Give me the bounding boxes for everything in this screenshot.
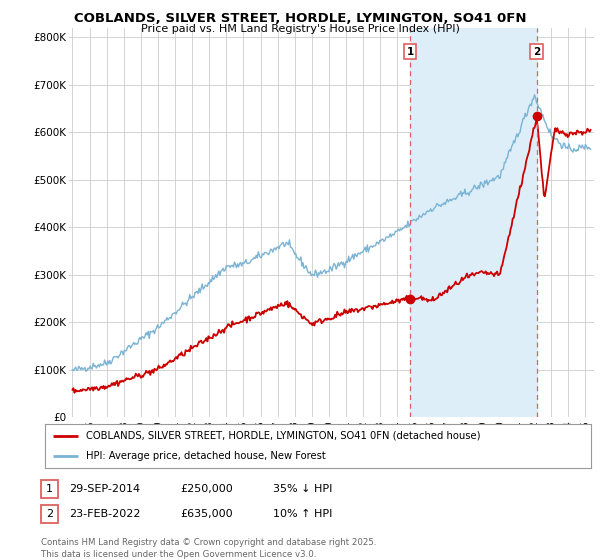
Bar [410,28,537,417]
Text: 2: 2 [46,509,53,519]
Text: 10% ↑ HPI: 10% ↑ HPI [273,509,332,519]
Text: Contains HM Land Registry data © Crown copyright and database right 2025.
This d: Contains HM Land Registry data © Crown c… [41,538,376,559]
Text: 29-SEP-2014: 29-SEP-2014 [69,484,140,494]
Text: COBLANDS, SILVER STREET, HORDLE, LYMINGTON, SO41 0FN: COBLANDS, SILVER STREET, HORDLE, LYMINGT… [74,12,526,25]
Text: 23-FEB-2022: 23-FEB-2022 [69,509,140,519]
Text: 1: 1 [407,46,414,57]
Text: Price paid vs. HM Land Registry's House Price Index (HPI): Price paid vs. HM Land Registry's House … [140,24,460,34]
Text: COBLANDS, SILVER STREET, HORDLE, LYMINGTON, SO41 0FN (detached house): COBLANDS, SILVER STREET, HORDLE, LYMINGT… [86,431,481,441]
Text: 35% ↓ HPI: 35% ↓ HPI [273,484,332,494]
Text: HPI: Average price, detached house, New Forest: HPI: Average price, detached house, New … [86,451,326,461]
Text: £250,000: £250,000 [180,484,233,494]
Text: 2: 2 [533,46,541,57]
Text: 1: 1 [46,484,53,494]
Text: £635,000: £635,000 [180,509,233,519]
